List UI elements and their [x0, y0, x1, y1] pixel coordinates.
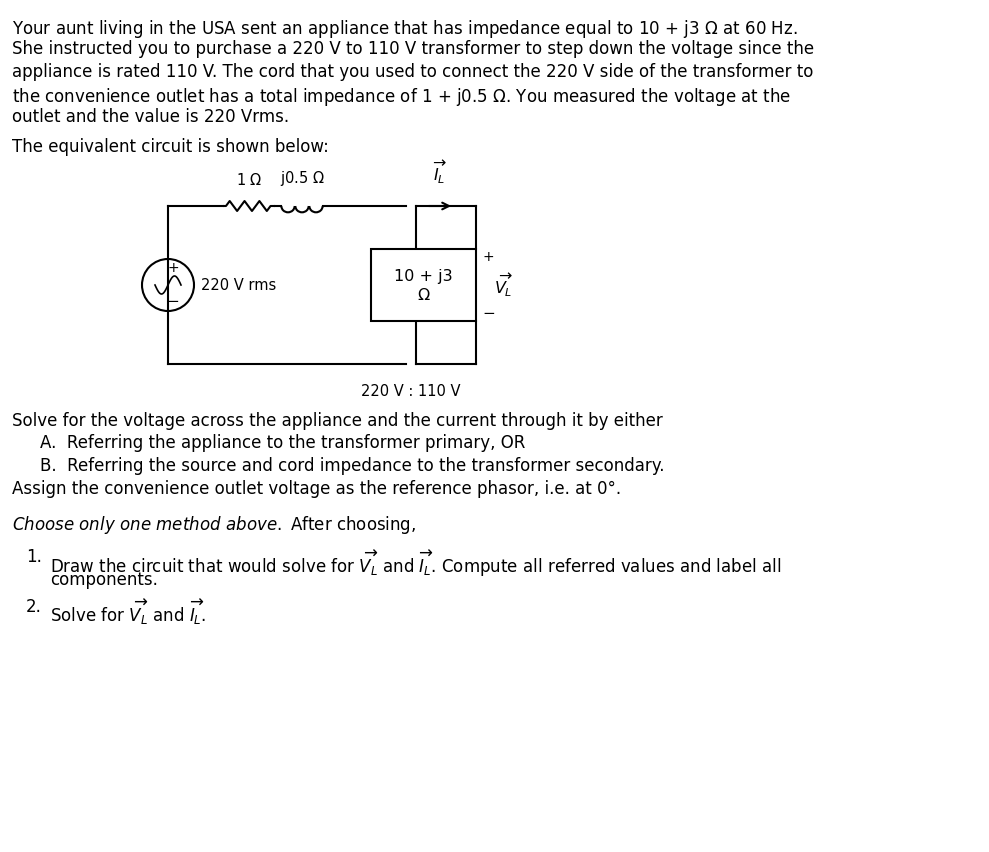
Bar	[371, 249, 476, 321]
Text: 220 V rms: 220 V rms	[201, 278, 276, 292]
Text: A.  Referring the appliance to the transformer primary, OR: A. Referring the appliance to the transf…	[40, 435, 525, 452]
Text: +: +	[167, 261, 179, 275]
Text: Your aunt living in the USA sent an appliance that has impedance equal to 10 + j: Your aunt living in the USA sent an appl…	[12, 18, 797, 40]
Text: $\it{Choose\ only\ one\ method\ above.}$ After choosing,: $\it{Choose\ only\ one\ method\ above.}$…	[12, 514, 416, 536]
Text: +: +	[482, 250, 494, 264]
Text: B.  Referring the source and cord impedance to the transformer secondary.: B. Referring the source and cord impedan…	[40, 457, 665, 475]
Text: Draw the circuit that would solve for $\overrightarrow{V_L}$ and $\overrightarro: Draw the circuit that would solve for $\…	[50, 549, 781, 579]
Text: 220 V : 110 V: 220 V : 110 V	[361, 384, 461, 399]
Text: $\overrightarrow{V_L}$: $\overrightarrow{V_L}$	[494, 271, 513, 299]
Text: 2.: 2.	[26, 597, 42, 615]
Text: She instructed you to purchase a 220 V to 110 V transformer to step down the vol: She instructed you to purchase a 220 V t…	[12, 41, 814, 59]
Text: −: −	[166, 295, 179, 309]
Text: The equivalent circuit is shown below:: The equivalent circuit is shown below:	[12, 139, 329, 157]
Text: Solve for $\overrightarrow{V_L}$ and $\overrightarrow{I_L}$.: Solve for $\overrightarrow{V_L}$ and $\o…	[50, 597, 207, 627]
Text: 10 + j3: 10 + j3	[395, 268, 453, 284]
Text: $\overrightarrow{I_L}$: $\overrightarrow{I_L}$	[433, 158, 447, 186]
Text: 1 $\Omega$: 1 $\Omega$	[235, 172, 262, 188]
Text: outlet and the value is 220 Vrms.: outlet and the value is 220 Vrms.	[12, 108, 289, 126]
Text: appliance is rated 110 V. The cord that you used to connect the 220 V side of th: appliance is rated 110 V. The cord that …	[12, 63, 813, 81]
Text: components.: components.	[50, 571, 158, 589]
Text: the convenience outlet has a total impedance of 1 + j0.5 $\Omega$. You measured : the convenience outlet has a total imped…	[12, 85, 791, 107]
Text: $\Omega$: $\Omega$	[416, 287, 430, 303]
Text: Assign the convenience outlet voltage as the reference phasor, i.e. at 0°.: Assign the convenience outlet voltage as…	[12, 480, 621, 498]
Text: −: −	[482, 306, 494, 320]
Text: 1.: 1.	[26, 549, 42, 567]
Text: j0.5 $\Omega$: j0.5 $\Omega$	[280, 169, 324, 188]
Text: Solve for the voltage across the appliance and the current through it by either: Solve for the voltage across the applian…	[12, 412, 663, 430]
